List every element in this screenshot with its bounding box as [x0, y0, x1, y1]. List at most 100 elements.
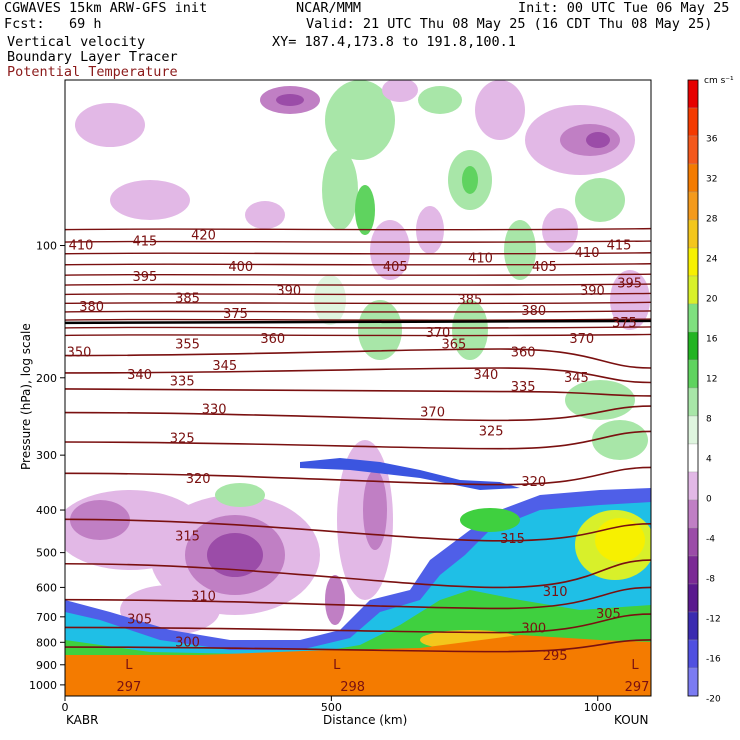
theta-label: 345 — [212, 359, 237, 374]
theta-line — [65, 639, 651, 653]
theta-label: 370 — [425, 326, 450, 341]
theta-label: 298 — [340, 680, 365, 695]
theta-line — [65, 227, 651, 231]
theta-label: 325 — [479, 424, 504, 439]
theta-line — [65, 388, 651, 397]
theta-label: 420 — [191, 229, 216, 244]
theta-line — [65, 301, 651, 305]
colorbar-swatch — [687, 499, 699, 529]
theta-label: 390 — [276, 284, 301, 299]
header-org: NCAR/MMM — [296, 0, 362, 16]
downdraft-pattern — [65, 440, 393, 635]
theta-label: 360 — [260, 332, 285, 347]
bl-tracer-green-lobe — [460, 508, 520, 532]
y-axis-label: Pressure (hPa), log scale — [19, 323, 33, 470]
colorbar-tick-label: -16 — [706, 655, 721, 665]
theta-label: 390 — [580, 284, 605, 299]
theta-label: 410 — [69, 239, 94, 254]
colorbar-tick-label: 12 — [706, 375, 717, 385]
theta-label: 335 — [511, 380, 536, 395]
theta-label: 320 — [521, 475, 546, 490]
theta-label: 315 — [500, 532, 525, 547]
theta-label: 295 — [543, 649, 568, 664]
y-tick-label: 200 — [36, 372, 57, 385]
theta-label: 375 — [223, 307, 248, 322]
theta-line — [65, 367, 651, 384]
colorbar-tick-label: 24 — [706, 255, 718, 265]
colorbar-swatch — [687, 107, 699, 137]
y-tick-label: 700 — [36, 611, 57, 624]
header-field-vertical-velocity: Vertical velocity — [7, 34, 146, 50]
theta-label: L — [631, 658, 639, 673]
theta-line — [65, 466, 651, 486]
header-field-theta: Potential Temperature — [7, 64, 178, 80]
y-tick-label: 800 — [36, 636, 57, 649]
theta-label: 370 — [569, 332, 594, 347]
tropopause-line — [65, 319, 651, 325]
y-tick-label: 500 — [36, 547, 57, 560]
theta-label: 325 — [170, 432, 195, 447]
theta-line — [65, 326, 651, 329]
colorbar-swatch — [687, 611, 699, 641]
bl-tracer-high-tongue — [300, 458, 520, 490]
colorbar-swatch — [687, 191, 699, 221]
colorbar-swatch — [687, 247, 699, 277]
y-tick-label: 600 — [36, 581, 57, 594]
theta-label: 385 — [175, 292, 200, 307]
colorbar-swatch — [687, 639, 699, 669]
x-tick-label: 1000 — [584, 701, 612, 714]
colorbar-swatch — [687, 163, 699, 193]
colorbar-swatch — [687, 555, 699, 585]
endpoint-right: KOUN — [614, 713, 648, 727]
y-tick-label: 400 — [36, 504, 57, 517]
theta-label: 415 — [132, 235, 157, 250]
theta-label: 385 — [457, 293, 482, 308]
colorbar-tick-label: 36 — [706, 135, 718, 145]
theta-line — [65, 252, 651, 255]
y-tick-label: 900 — [36, 659, 57, 672]
colorbar: 36 32 28 24 20 16 12 8 4 0 -4 -8 -12 -16 -20 — [687, 79, 721, 705]
y-tick-label: 1000 — [29, 679, 57, 692]
header-init: Init: 00 UTC Tue 06 May 25 — [518, 0, 730, 16]
theta-label: 400 — [228, 260, 253, 275]
colorbar-frame — [687, 79, 699, 697]
y-axis: 100 200 300 400 500 600 700 800 900 1000 — [29, 240, 65, 692]
theta-label: 405 — [383, 260, 408, 275]
x-tick-label: 500 — [321, 701, 342, 714]
colorbar-tick-label: 0 — [706, 495, 712, 505]
theta-line — [65, 348, 651, 369]
theta-label: 350 — [67, 345, 92, 360]
theta-label: 335 — [170, 375, 195, 390]
theta-label: 415 — [607, 239, 632, 254]
theta-line — [65, 333, 651, 337]
colorbar-swatch — [687, 275, 699, 305]
colorbar-swatch — [687, 303, 699, 333]
header-valid: Valid: 21 UTC Thu 08 May 25 (16 CDT Thu … — [306, 16, 713, 32]
theta-label: 410 — [575, 246, 600, 261]
theta-line — [65, 310, 651, 313]
theta-line — [65, 518, 651, 542]
colorbar-tick-label: 20 — [706, 295, 718, 305]
colorbar-tick-label: 32 — [706, 175, 717, 185]
theta-label: 345 — [564, 371, 589, 386]
theta-line — [65, 292, 651, 296]
theta-label: 405 — [532, 260, 557, 275]
theta-line — [65, 586, 651, 610]
theta-label: 365 — [441, 338, 466, 353]
colorbar-swatch — [687, 359, 699, 389]
theta-line — [65, 430, 651, 450]
colorbar-swatch — [687, 79, 699, 109]
theta-line — [65, 405, 651, 422]
colorbar-tick-label: 28 — [706, 215, 718, 225]
colorbar-swatch — [687, 527, 699, 557]
colorbar-tick-label: 4 — [706, 455, 712, 465]
colorbar-unit: cm s⁻¹ — [704, 76, 734, 86]
theta-line — [65, 273, 651, 277]
upper-w-pattern — [75, 80, 650, 460]
theta-label: 395 — [617, 276, 642, 291]
theta-label: 340 — [127, 368, 152, 383]
colorbar-tick-label: -12 — [706, 615, 721, 625]
theta-label: 297 — [117, 680, 142, 695]
theta-label: L — [333, 658, 341, 673]
